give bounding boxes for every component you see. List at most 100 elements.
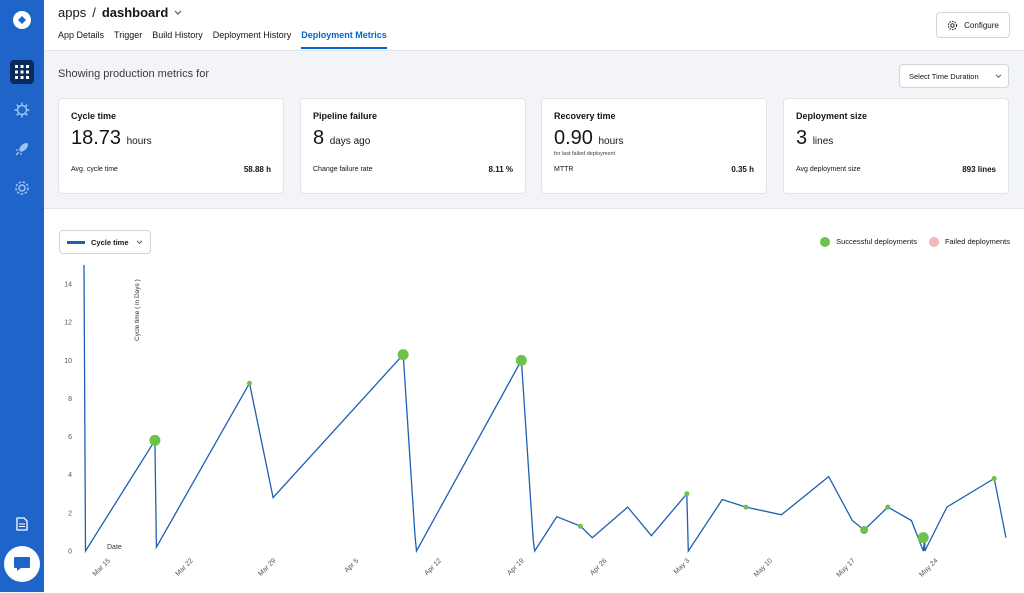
sidebar — [0, 0, 44, 592]
sidebar-item-chart-store[interactable] — [10, 98, 34, 122]
x-tick-label: Apr 26 — [589, 557, 609, 577]
card-title: Recovery time — [554, 111, 616, 121]
y-tick-label: 0 — [68, 549, 72, 556]
card-metric-value: 0.35 h — [731, 165, 754, 174]
y-tick-label: 6 — [68, 434, 72, 441]
showing-text: Showing production metrics for — [58, 68, 210, 80]
cycle-time-chart: 0 2 4 6 8 10 12 14 Mar 15 Mar 22 Mar 29 Apr 5 Apr 1… — [64, 264, 1007, 579]
legend-success[interactable]: Successful deployments — [820, 237, 917, 248]
deployment-point[interactable] — [860, 526, 869, 535]
page-title: dashboard — [101, 5, 169, 20]
chevron-down-icon — [136, 239, 143, 244]
x-axis-ticks: Mar 15 Mar 22 Mar 29 Apr 5 Apr 12 Apr 19 Apr 2… — [92, 557, 940, 578]
card-metric-value: 58.88 h — [243, 165, 271, 174]
failed-dot-icon — [928, 237, 939, 248]
x-tick-label: May 3 — [673, 557, 692, 576]
time-duration-select[interactable]: Select Time Duration — [899, 64, 1009, 88]
x-tick-label: May 24 — [918, 557, 939, 578]
x-axis-label: Date — [107, 544, 122, 551]
grid-icon — [15, 65, 29, 79]
rocket-icon — [15, 143, 28, 156]
legend-failed[interactable]: Failed deployments — [928, 237, 1010, 248]
card-title: Cycle time — [71, 111, 117, 121]
chart-legend: Successful deployments Failed deployment… — [820, 237, 1010, 248]
tab-deployment-history[interactable]: Deployment History — [212, 30, 292, 40]
gear-icon — [947, 20, 958, 30]
card-metric-label: Avg. cycle time — [71, 166, 118, 173]
x-tick-label: Apr 12 — [423, 557, 443, 577]
card-value: 8 days ago — [313, 127, 371, 149]
tab-bar: App Details Trigger Build History Deploy… — [58, 30, 387, 49]
helm-icon — [14, 102, 30, 118]
deployment-point[interactable] — [885, 504, 891, 510]
card-metric-label: Avg deployment size — [796, 166, 861, 173]
metric-card-deployment-size: Deployment size 3 lines Avg deployment s… — [783, 98, 1009, 194]
card-metric-value: 8.11 % — [488, 165, 513, 174]
metric-card-cycle-time: Cycle time 18.73 hours Avg. cycle time 5… — [58, 98, 284, 194]
sidebar-item-docs[interactable] — [10, 512, 34, 536]
series-line — [83, 264, 1007, 554]
sidebar-item-global-config[interactable] — [10, 176, 34, 200]
x-tick-label: Mar 15 — [92, 557, 112, 577]
card-metric-value: 893 lines — [962, 165, 996, 174]
card-value: 18.73 hours — [71, 127, 152, 149]
tab-app-details[interactable]: App Details — [58, 30, 105, 40]
series-swatch — [67, 240, 85, 244]
x-tick-label: Apr 19 — [506, 557, 526, 577]
series-select-label: Cycle time — [91, 237, 129, 247]
x-tick-label: May 10 — [753, 557, 774, 578]
breadcrumb-app[interactable]: apps — [58, 5, 87, 20]
card-subtext: for last failed deployment — [554, 151, 616, 157]
x-tick-label: Apr 5 — [344, 557, 361, 574]
tab-deployment-metrics[interactable]: Deployment Metrics — [301, 30, 387, 49]
y-tick-label: 12 — [64, 320, 72, 327]
chevron-down-icon — [995, 73, 1002, 78]
configure-button[interactable]: Configure — [936, 12, 1010, 38]
y-tick-label: 10 — [64, 358, 72, 365]
series-select[interactable]: Cycle time — [59, 230, 151, 254]
card-metric-label: MTTR — [554, 166, 574, 173]
metric-card-recovery-time: Recovery time 0.90 hours for last failed… — [541, 98, 767, 194]
chart-panel: Cycle time Successful deployments Failed… — [44, 208, 1024, 593]
sidebar-item-apps[interactable] — [10, 60, 34, 84]
deployment-point[interactable] — [577, 523, 583, 529]
card-title: Deployment size — [796, 111, 868, 121]
y-tick-label: 2 — [68, 510, 72, 517]
app-header: apps / dashboard App Details Trigger Bui… — [44, 0, 1024, 51]
deployment-markers — [149, 349, 997, 544]
time-duration-placeholder: Select Time Duration — [909, 71, 979, 81]
metric-card-pipeline-failure: Pipeline failure 8 days ago Change failu… — [300, 98, 526, 194]
deployment-point[interactable] — [246, 380, 252, 386]
card-value: 3 lines — [796, 127, 834, 149]
devtron-logo[interactable] — [10, 8, 34, 32]
x-tick-label: Mar 22 — [174, 557, 194, 577]
document-icon — [16, 517, 28, 531]
tab-build-history[interactable]: Build History — [152, 30, 203, 40]
y-tick-label: 8 — [68, 396, 72, 403]
x-tick-label: May 17 — [836, 557, 857, 578]
configure-label: Configure — [964, 20, 999, 30]
chat-icon — [14, 557, 30, 571]
y-axis-label: Cycle time ( in Days ) — [134, 279, 141, 341]
x-tick-label: Mar 29 — [257, 557, 277, 577]
deployment-point[interactable] — [743, 504, 749, 510]
deployment-point[interactable] — [515, 354, 527, 366]
deployment-point[interactable] — [991, 476, 997, 482]
logo-icon — [13, 11, 31, 29]
sidebar-item-deployment-groups[interactable] — [10, 137, 34, 161]
success-dot-icon — [820, 237, 831, 248]
deployment-point[interactable] — [684, 491, 690, 497]
gear-icon — [15, 181, 29, 195]
y-tick-label: 4 — [68, 472, 72, 479]
chat-button[interactable] — [4, 546, 40, 582]
card-metric-label: Change failure rate — [313, 166, 373, 173]
tab-trigger[interactable]: Trigger — [114, 30, 143, 40]
deployment-point[interactable] — [149, 434, 161, 446]
deployment-point[interactable] — [917, 532, 929, 544]
y-axis-ticks: 0 2 4 6 8 10 12 14 — [64, 282, 72, 556]
breadcrumb: apps / dashboard — [58, 5, 182, 20]
card-value: 0.90 hours — [554, 127, 624, 149]
chevron-down-icon[interactable] — [174, 10, 182, 16]
y-tick-label: 14 — [64, 282, 72, 289]
deployment-point[interactable] — [397, 349, 409, 361]
